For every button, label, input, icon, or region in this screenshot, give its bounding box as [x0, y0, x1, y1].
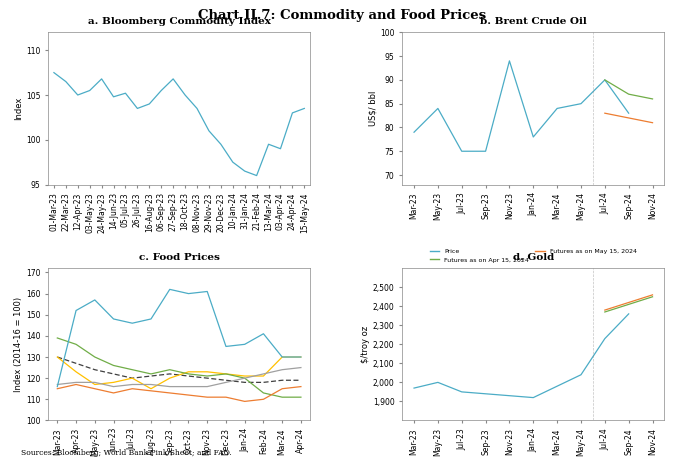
Y-axis label: $/troy oz: $/troy oz — [361, 326, 370, 363]
Title: d. Gold: d. Gold — [512, 253, 554, 262]
Y-axis label: US$/ bbl: US$/ bbl — [369, 91, 377, 126]
Y-axis label: Index (2014-16 = 100): Index (2014-16 = 100) — [14, 297, 23, 392]
Legend: Price, Futures as on Apr 15, 2024, Futures as on May 15, 2024: Price, Futures as on Apr 15, 2024, Futur… — [427, 246, 639, 265]
Title: b. Brent Crude Oil: b. Brent Crude Oil — [480, 17, 586, 26]
Text: Sources: Bloomberg; World Bank Pink Sheet; and FAO.: Sources: Bloomberg; World Bank Pink Shee… — [21, 450, 232, 457]
Y-axis label: Index: Index — [14, 97, 23, 120]
Title: c. Food Prices: c. Food Prices — [138, 253, 220, 262]
Title: a. Bloomberg Commodity Index: a. Bloomberg Commodity Index — [88, 17, 271, 26]
Text: Chart II.7: Commodity and Food Prices: Chart II.7: Commodity and Food Prices — [199, 9, 486, 22]
